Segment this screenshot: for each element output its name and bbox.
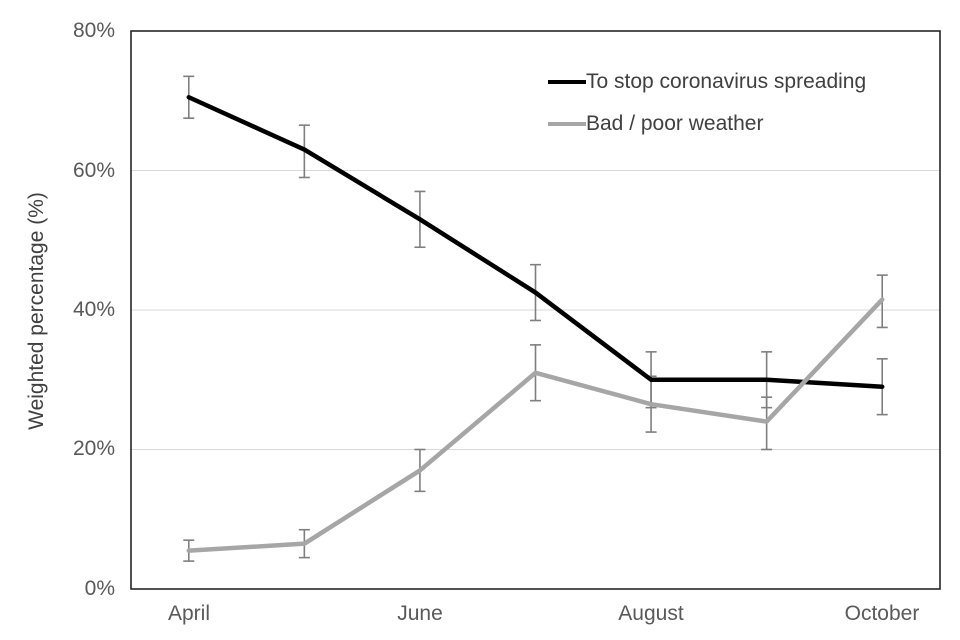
y-tick-label-40: 40% bbox=[72, 298, 115, 321]
x-tick-label-august: August bbox=[618, 602, 684, 625]
legend: To stop coronavirus spreading Bad / poor… bbox=[548, 68, 866, 152]
y-tick-label-80: 80% bbox=[72, 19, 115, 42]
y-tick-label-20: 20% bbox=[72, 437, 115, 460]
y-tick-label-0: 0% bbox=[84, 577, 115, 600]
series-line-weather bbox=[186, 297, 885, 553]
x-tick-label-june: June bbox=[397, 602, 443, 625]
legend-item-weather: Bad / poor weather bbox=[548, 110, 866, 138]
y-tick-label-60: 60% bbox=[72, 159, 115, 182]
plot-border bbox=[130, 30, 941, 590]
series-line-coronavirus bbox=[186, 95, 885, 389]
legend-line-sample-gray bbox=[548, 122, 586, 126]
legend-label: Bad / poor weather bbox=[586, 112, 764, 135]
legend-line-sample-black bbox=[548, 80, 586, 84]
x-tick-label-april: April bbox=[167, 602, 210, 625]
x-tick-label-october: October bbox=[844, 602, 920, 625]
legend-item-coronavirus: To stop coronavirus spreading bbox=[548, 68, 866, 96]
legend-label: To stop coronavirus spreading bbox=[586, 70, 867, 93]
